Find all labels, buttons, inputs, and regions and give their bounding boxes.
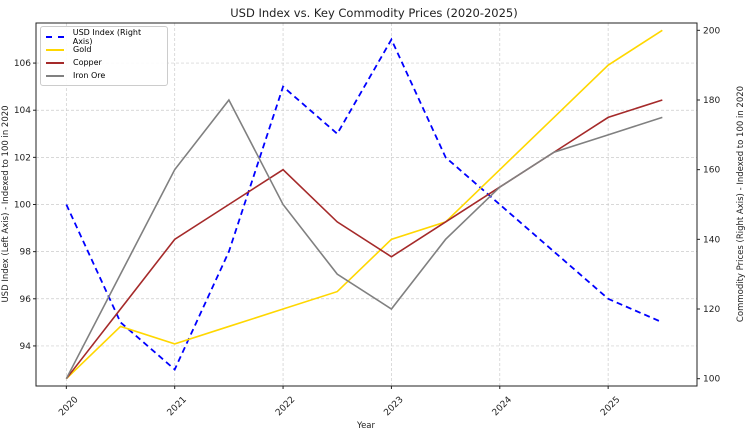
grid [36,23,697,386]
y-right-tick-label: 100 [703,375,720,385]
chart-title: USD Index vs. Key Commodity Prices (2020… [230,6,517,20]
x-tick-label: 2021 [166,395,189,418]
legend-item-usd-index-right-axis: USD Index (Right Axis) [46,27,162,46]
legend-swatch [46,48,64,51]
legend-label: Iron Ore [73,71,106,80]
y-left-tick-label: 98 [20,248,32,258]
y-right-axis-label: Commodity Prices (Right Axis) - Indexed … [736,86,746,322]
series-line-gold [65,29,663,380]
legend-label: USD Index (Right Axis) [72,27,142,46]
y-right-tick-label: 180 [703,96,720,106]
y-left-tick-label: 102 [14,153,31,163]
legend-item-iron-ore: Iron Ore [46,69,162,82]
y-left-tick-label: 106 [14,59,31,69]
series-line-usd-index-right-axis [65,37,663,371]
y-left-tick-label: 94 [20,342,32,352]
y-left-axis-label: USD Index (Left Axis) - Indexed to 100 i… [1,105,11,302]
series-group [65,29,663,380]
legend-swatch [46,61,64,64]
x-tick-label: 2025 [599,395,622,418]
y-right-tick-label: 120 [703,305,720,315]
y-right-tick-label: 140 [703,235,720,245]
y-right-tick-label: 200 [703,26,720,36]
legend: USD Index (Right Axis) Gold Copper Iron Ore [40,26,168,86]
legend-swatch [46,35,64,38]
legend-item-gold: Gold [46,43,162,56]
y-left-tick-label: 104 [14,106,31,116]
x-axis-label: Year [356,421,376,431]
legend-label: Copper [73,58,102,67]
y-left-tick-label: 100 [14,201,31,211]
x-tick-label: 2022 [274,395,297,418]
x-ticks: 2020 2021 2022 2023 2024 2025 [57,386,622,418]
y-left-tick-label: 96 [20,295,32,305]
x-tick-label: 2020 [57,395,80,418]
series-line-iron-ore [65,98,663,380]
legend-label: Gold [73,45,92,54]
series-line-copper [65,99,663,380]
legend-swatch [46,74,64,77]
x-tick-label: 2023 [382,395,405,418]
y-right-tick-label: 160 [703,166,720,176]
y-right-ticks: 100 120 140 160 180 200 [697,26,720,385]
y-left-ticks: 94 96 98 100 102 104 106 [14,59,36,352]
legend-item-copper: Copper [46,56,162,69]
x-tick-label: 2024 [491,395,514,418]
